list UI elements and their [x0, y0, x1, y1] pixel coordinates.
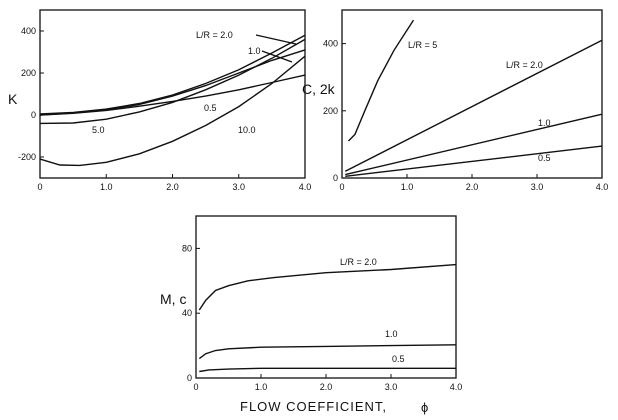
series-line — [39, 49, 306, 116]
curve-label: L/R = 2.0 — [196, 30, 233, 40]
series-line — [345, 113, 603, 176]
leader-line — [261, 50, 293, 63]
x-tick-label: 0 — [339, 182, 344, 192]
curve-label: 5.0 — [92, 125, 105, 135]
series-line — [198, 344, 457, 360]
x-tick-label: 0 — [37, 182, 42, 192]
y-tick-label: 0 — [187, 373, 192, 383]
y-tick-label: 200 — [21, 68, 36, 78]
panel-m: 0 1.0 2.0 3.0 4.0 0 40 80 M, c L/R = 2.0 1.0 0.5 — [160, 215, 463, 392]
series-line — [39, 38, 306, 125]
x-tick-label: 2.0 — [320, 382, 333, 392]
plot-frame — [195, 215, 457, 379]
y-tick-label: 80 — [182, 243, 192, 253]
x-tick-label: 1.0 — [100, 182, 113, 192]
y-tick-label: 0 — [333, 173, 338, 183]
curve-label: L/R = 5 — [408, 40, 437, 50]
curve-label: 0.5 — [538, 153, 551, 163]
curve-label: 1.0 — [385, 329, 398, 339]
series-line — [199, 367, 456, 373]
x-axis-symbol: ϕ — [421, 400, 429, 415]
y-axis-label: M, c — [160, 291, 186, 307]
panel-k: 0 1.0 2.0 3.0 4.0 -200 0 200 400 K L/R = 2.0 1.0 0.5… — [8, 9, 312, 192]
x-axis-title: FLOW COEFFICIENT, — [240, 399, 387, 414]
curve-label: 0.5 — [204, 103, 217, 113]
curve-label: 10.0 — [238, 125, 256, 135]
series-line — [39, 74, 306, 116]
y-tick-label: 400 — [21, 26, 36, 36]
x-tick-label: 3.0 — [232, 182, 245, 192]
y-axis-label: K — [8, 91, 18, 107]
y-tick-label: 400 — [323, 39, 338, 49]
series-line — [198, 263, 457, 311]
curve-label: L/R = 2.0 — [340, 257, 377, 267]
series-line — [344, 39, 603, 172]
leader-line — [255, 34, 297, 45]
curve-label: 1.0 — [538, 118, 551, 128]
x-tick-label: 3.0 — [531, 182, 544, 192]
x-tick-label: 1.0 — [255, 382, 268, 392]
x-tick-label: 4.0 — [299, 182, 312, 192]
panel-c: 0 1.0 2.0 3.0 4.0 0 200 400 C, 2k L/R = 5 L/R = 2.… — [302, 9, 609, 192]
y-axis-label: C, 2k — [302, 81, 336, 97]
y-tick-label: 0 — [31, 110, 36, 120]
x-tick-label: 4.0 — [596, 182, 609, 192]
x-tick-label: 1.0 — [401, 182, 414, 192]
x-tick-label: 3.0 — [385, 382, 398, 392]
curve-label: 1.0 — [248, 46, 261, 56]
curve-label: L/R = 2.0 — [506, 60, 543, 70]
curve-label: 0.5 — [392, 354, 405, 364]
series-line — [39, 55, 306, 167]
y-tick-label: 200 — [323, 106, 338, 116]
series-line — [347, 19, 415, 142]
x-tick-label: 2.0 — [466, 182, 479, 192]
y-tick-label: 40 — [182, 308, 192, 318]
series-line — [345, 145, 603, 177]
x-tick-label: 0 — [193, 382, 198, 392]
plot-frame — [39, 9, 306, 179]
x-tick-label: 4.0 — [450, 382, 463, 392]
x-tick-label: 2.0 — [166, 182, 179, 192]
y-tick-label: -200 — [18, 152, 36, 162]
